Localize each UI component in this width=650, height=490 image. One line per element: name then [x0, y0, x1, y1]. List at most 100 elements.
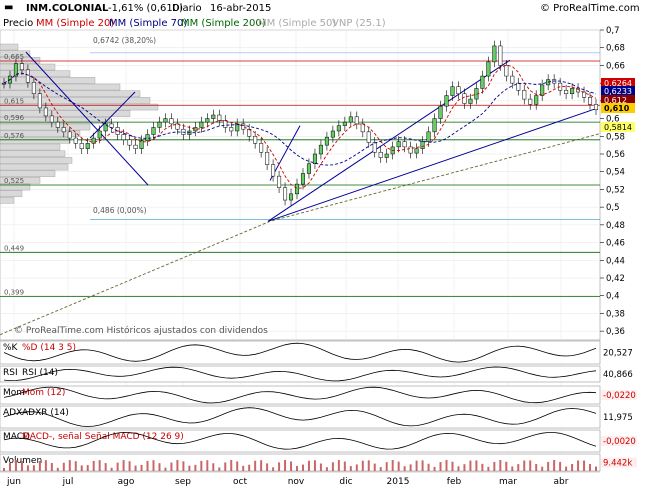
candle-body — [318, 144, 323, 155]
trend-line — [267, 107, 599, 222]
y-tick-label: 0,48 — [606, 221, 625, 231]
volume-profile-bar — [0, 43, 19, 51]
candle-body — [217, 114, 222, 121]
candle-body — [79, 143, 84, 149]
candle-body — [312, 153, 317, 164]
volume-bar — [409, 464, 412, 471]
volume-bar — [379, 467, 382, 471]
volume-bar — [421, 460, 424, 471]
moving-averages — [0, 64, 601, 336]
volume-bar — [218, 467, 221, 471]
volume-bar — [68, 460, 71, 471]
y-tick-label: 0,4 — [606, 292, 620, 302]
indicator-panel — [0, 405, 601, 429]
candle-body — [516, 82, 521, 91]
volume-profile-bar — [0, 190, 23, 197]
candle-body — [498, 45, 503, 66]
volume-profile — [0, 43, 159, 204]
indicator-label: ADXR (14) — [22, 408, 69, 418]
volume-bar — [529, 460, 532, 471]
volume-profile-bar — [0, 117, 111, 124]
volume-profile-bar — [0, 77, 96, 84]
volume-profile-bar — [0, 177, 41, 184]
candle-body — [438, 105, 443, 119]
indicator-value: -0,0220 — [603, 391, 636, 401]
volume-bar — [385, 462, 388, 471]
volume-bar — [20, 461, 23, 471]
candle-body — [169, 118, 174, 125]
ma200-line — [0, 133, 601, 336]
volume-bar — [463, 464, 466, 471]
candle-body — [450, 86, 455, 96]
volume-bar — [242, 465, 245, 471]
volume-bar — [44, 460, 47, 471]
price-tag — [601, 78, 635, 88]
volume-bar — [80, 465, 83, 471]
trend-line — [89, 91, 136, 139]
candle-body — [396, 141, 401, 148]
candle-body — [587, 97, 593, 105]
volume-profile-bar — [0, 57, 41, 64]
candle-body — [91, 137, 96, 144]
candle-body — [37, 93, 42, 109]
volume-bar — [92, 460, 95, 471]
volume-bar — [433, 466, 436, 471]
volume-profile-bar — [0, 130, 81, 137]
indicator-panel — [0, 429, 601, 453]
candle-body — [97, 130, 102, 139]
volume-bar — [200, 460, 203, 471]
candle-body — [534, 95, 539, 105]
candle-body — [25, 69, 30, 83]
volume-bar — [457, 466, 460, 471]
price-tag-label: 0,6233 — [604, 87, 632, 96]
volume-bar — [260, 460, 263, 471]
candle-body — [127, 139, 132, 146]
candle-body — [67, 131, 72, 139]
y-tick-label: 0,44 — [606, 256, 625, 266]
x-tick-label: mar — [499, 477, 517, 487]
volume-bar — [3, 468, 5, 471]
candle-body — [420, 141, 425, 149]
volume-bar — [116, 462, 119, 471]
y-tick-label: 0,54 — [606, 168, 625, 178]
volume-profile-bar — [0, 83, 121, 91]
indicator-line — [3, 431, 597, 450]
date-label: 16-abr-2015 — [210, 3, 272, 14]
x-tick-label: jul — [62, 477, 74, 487]
y-tick-label: 0,52 — [606, 185, 625, 195]
candle-body — [205, 118, 210, 123]
volume-bar — [319, 463, 322, 471]
candle-body — [289, 193, 294, 201]
y-tick-label: 0,68 — [606, 44, 625, 54]
candle-body — [426, 131, 431, 142]
level-label: 0,576 — [4, 132, 25, 140]
y-tick-label: 0,42 — [606, 274, 625, 284]
candle-body — [378, 151, 383, 158]
indicator-value: 20,527 — [603, 349, 633, 359]
volume-bar — [325, 467, 328, 471]
candle-body — [145, 134, 150, 141]
volume-bar — [158, 463, 161, 471]
indicator-value: -0,0020 — [603, 437, 636, 447]
indicator-label: Mom (12) — [22, 388, 65, 398]
indicator-label: %D (14 3 5) — [22, 343, 76, 353]
indicator-value-bg — [601, 390, 637, 400]
volume-bar — [307, 460, 310, 471]
candle-body — [19, 63, 24, 71]
volume-bar — [140, 464, 143, 471]
candle-body — [342, 121, 347, 126]
volume-bar — [212, 463, 215, 471]
indicator-name: ADX — [3, 408, 22, 418]
indicator-name: Volumen — [3, 456, 42, 466]
level-label: 0,596 — [4, 114, 25, 122]
watermark: © ProRealTime.com Históricos ajustados c… — [14, 325, 268, 336]
indicator-name: Mom — [3, 388, 25, 398]
candle-body — [540, 84, 545, 96]
candle-body — [384, 153, 389, 158]
candle-body — [372, 142, 377, 153]
candle-body — [103, 123, 108, 132]
volume-bar — [170, 462, 173, 471]
candle-body — [157, 121, 162, 128]
volume-bar — [511, 466, 514, 471]
